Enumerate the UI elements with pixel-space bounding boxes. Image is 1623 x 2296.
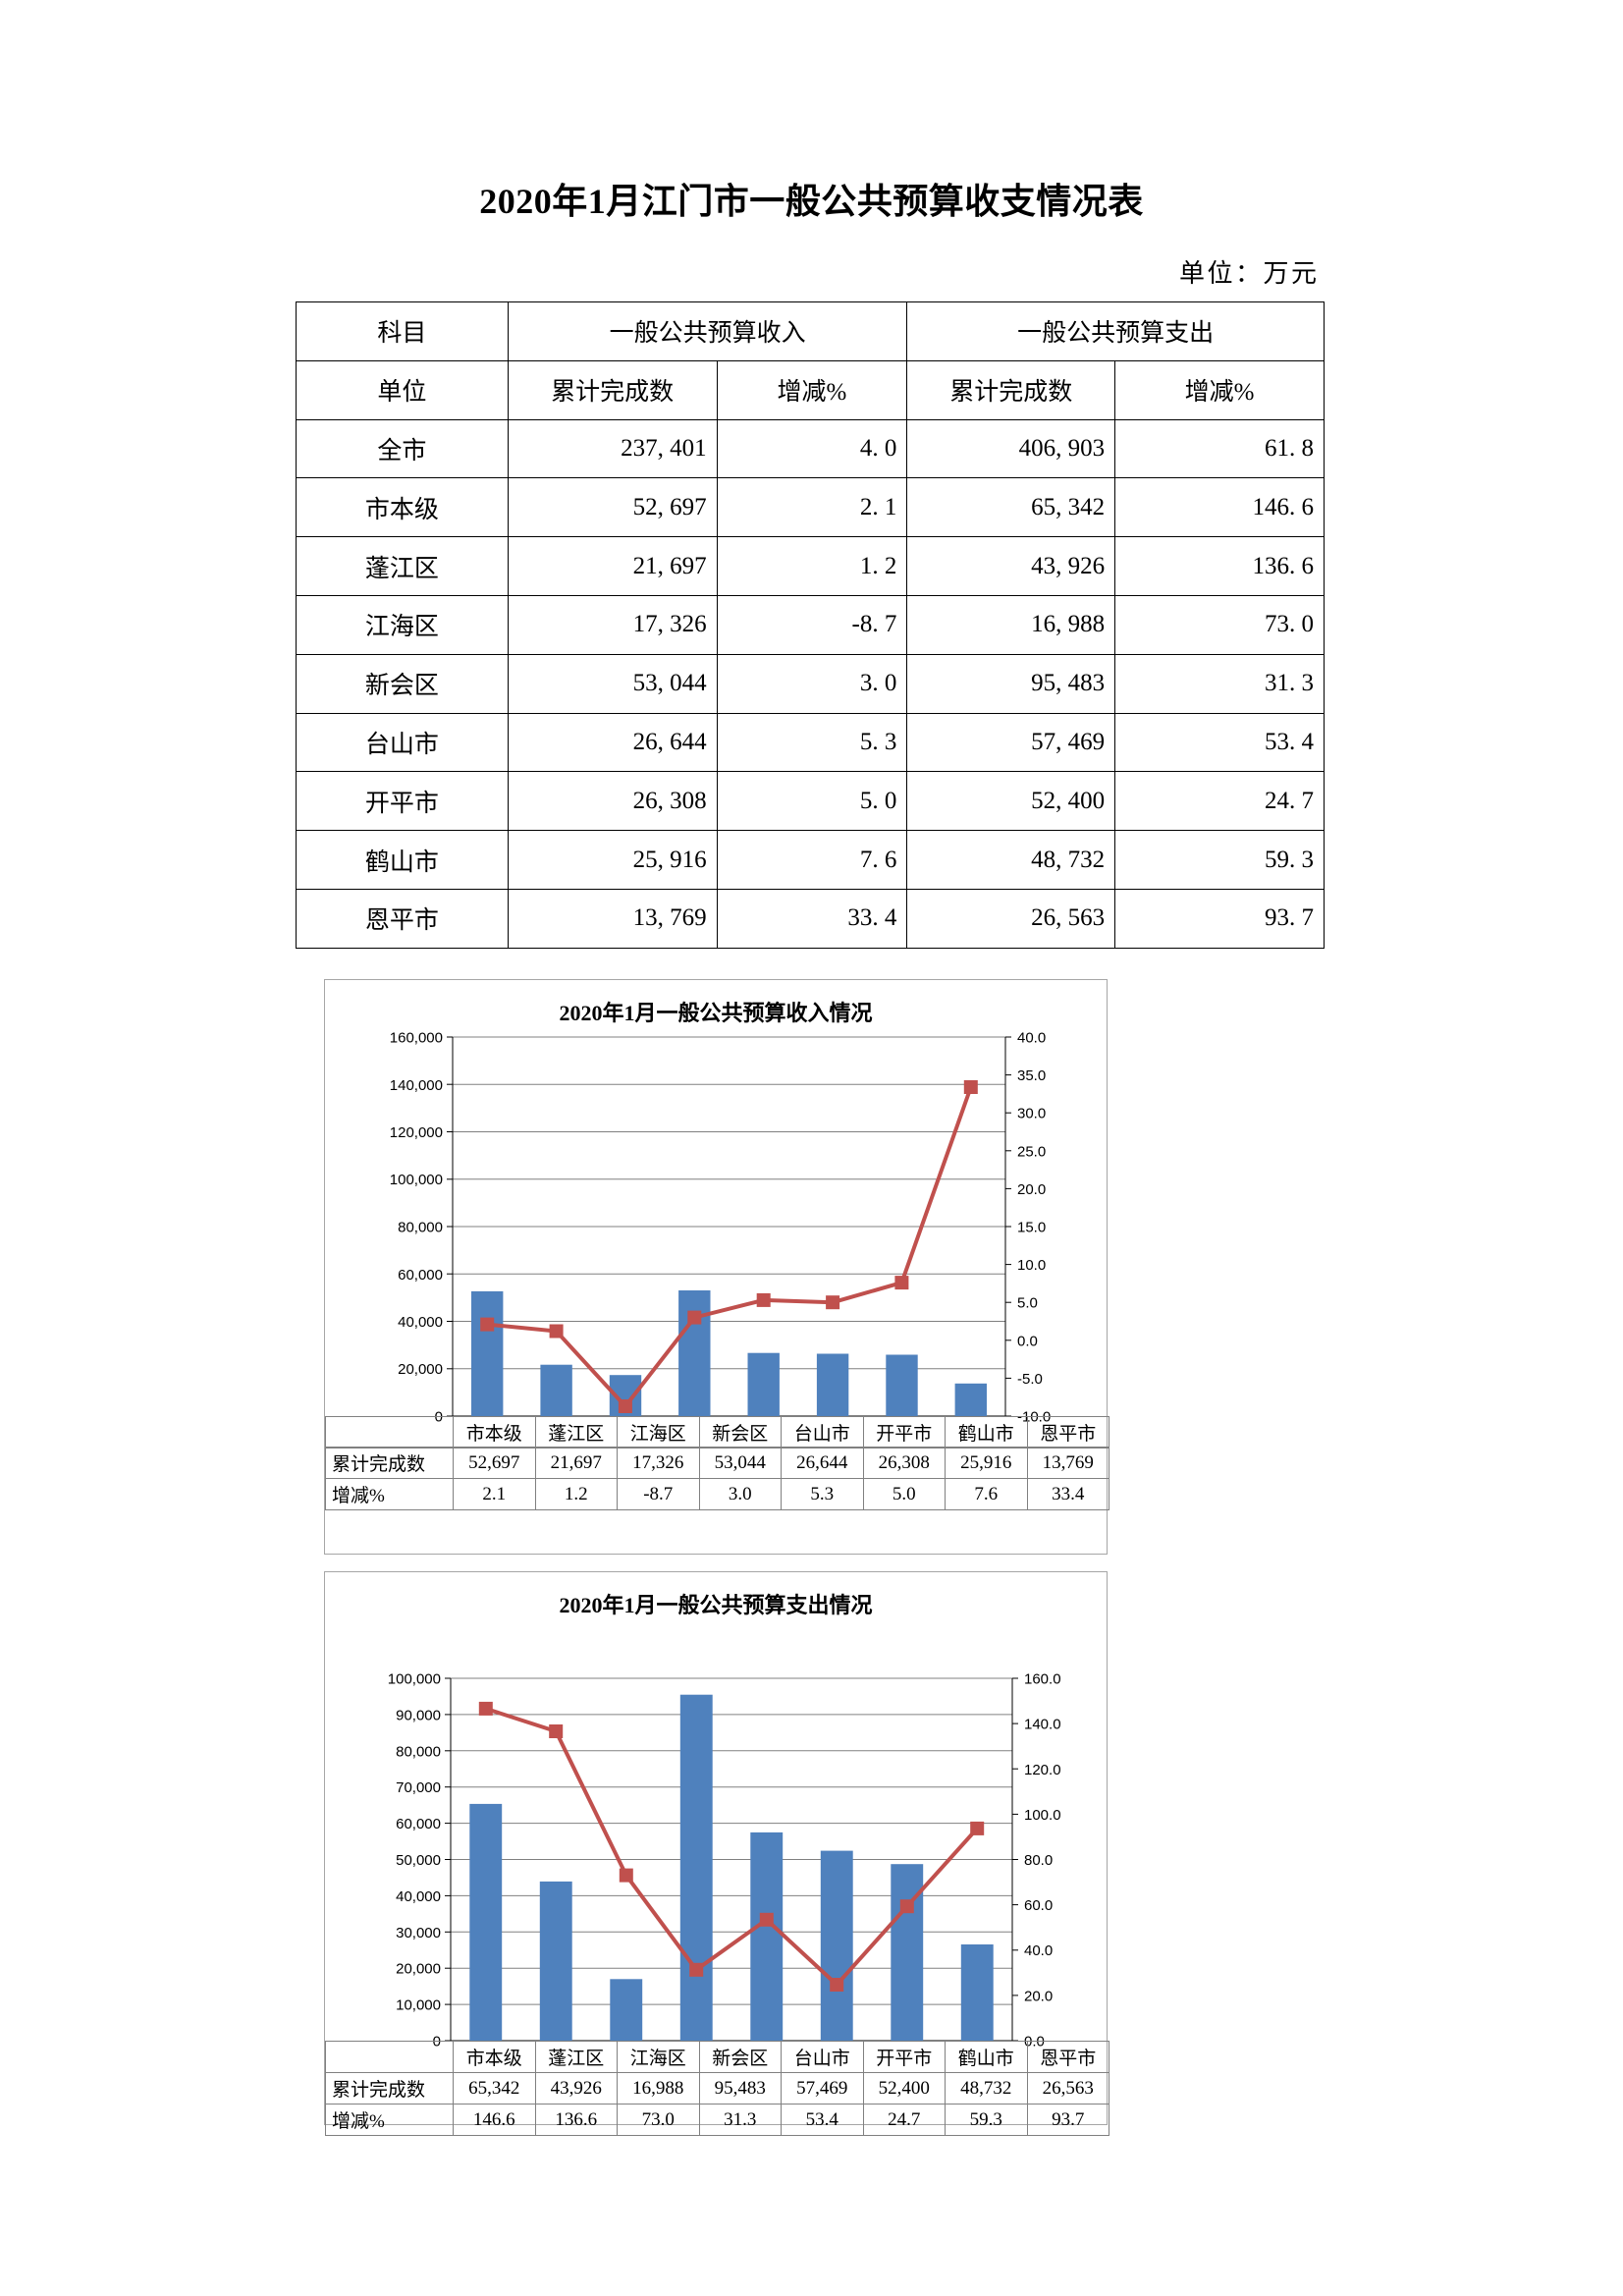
svg-text:70,000: 70,000 [396, 1779, 441, 1796]
svg-text:90,000: 90,000 [396, 1707, 441, 1723]
svg-text:30.0: 30.0 [1017, 1106, 1046, 1122]
svg-text:20.0: 20.0 [1024, 1988, 1053, 2004]
svg-text:10,000: 10,000 [396, 1997, 441, 2014]
svg-text:80,000: 80,000 [396, 1743, 441, 1760]
svg-text:60.0: 60.0 [1024, 1897, 1053, 1914]
svg-text:60,000: 60,000 [398, 1267, 443, 1284]
svg-text:40.0: 40.0 [1017, 1030, 1046, 1047]
svg-text:5.0: 5.0 [1017, 1295, 1038, 1312]
svg-text:20.0: 20.0 [1017, 1181, 1046, 1198]
svg-text:140.0: 140.0 [1024, 1717, 1061, 1733]
svg-text:40,000: 40,000 [396, 1888, 441, 1905]
svg-text:35.0: 35.0 [1017, 1067, 1046, 1084]
svg-text:50,000: 50,000 [396, 1852, 441, 1869]
svg-text:100,000: 100,000 [388, 1671, 441, 1688]
svg-text:100.0: 100.0 [1024, 1807, 1061, 1824]
svg-text:160.0: 160.0 [1024, 1671, 1061, 1688]
svg-text:30,000: 30,000 [396, 1925, 441, 1941]
svg-text:80,000: 80,000 [398, 1220, 443, 1236]
svg-text:160,000: 160,000 [390, 1030, 443, 1047]
svg-text:25.0: 25.0 [1017, 1143, 1046, 1160]
svg-text:40.0: 40.0 [1024, 1942, 1053, 1959]
svg-text:20,000: 20,000 [398, 1361, 443, 1378]
svg-text:80.0: 80.0 [1024, 1852, 1053, 1869]
svg-text:10.0: 10.0 [1017, 1257, 1046, 1274]
svg-text:100,000: 100,000 [390, 1172, 443, 1188]
svg-text:40,000: 40,000 [398, 1314, 443, 1331]
svg-text:120.0: 120.0 [1024, 1762, 1061, 1778]
svg-text:-5.0: -5.0 [1017, 1371, 1043, 1388]
svg-text:0.0: 0.0 [1017, 1333, 1038, 1349]
svg-text:60,000: 60,000 [396, 1816, 441, 1832]
svg-text:20,000: 20,000 [396, 1961, 441, 1978]
svg-text:140,000: 140,000 [390, 1077, 443, 1094]
svg-text:120,000: 120,000 [390, 1124, 443, 1141]
svg-text:15.0: 15.0 [1017, 1220, 1046, 1236]
